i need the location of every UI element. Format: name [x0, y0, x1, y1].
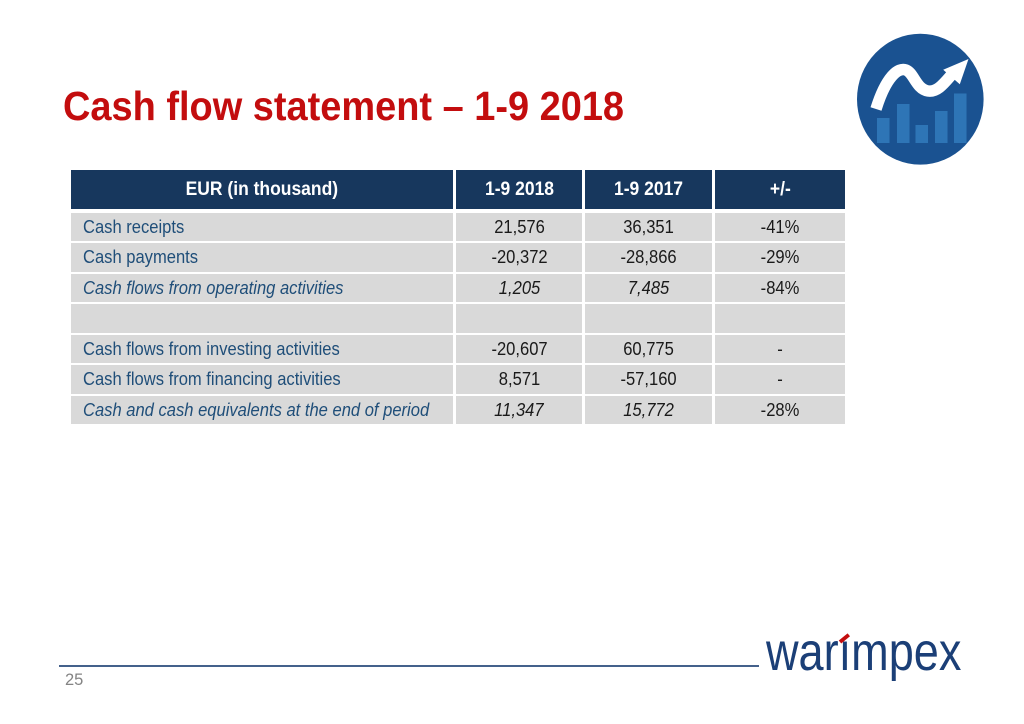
- svg-text:warımpex: warımpex: [765, 621, 961, 682]
